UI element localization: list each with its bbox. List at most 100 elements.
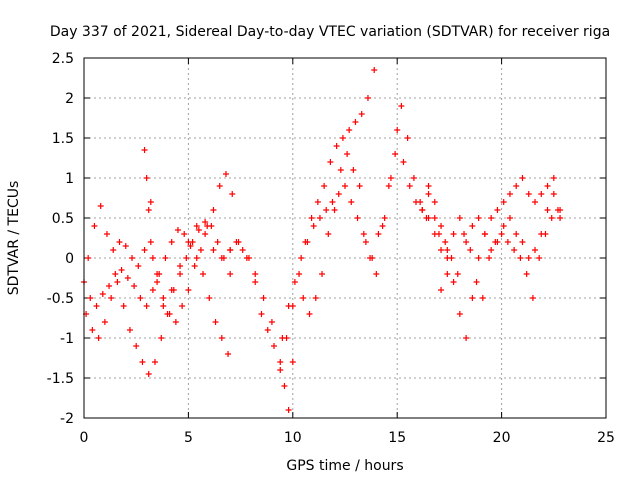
- data-point: [149, 287, 156, 293]
- data-point: [329, 199, 336, 205]
- data-point: [312, 295, 319, 301]
- data-point: [264, 327, 271, 333]
- series-track-5: [227, 67, 378, 365]
- data-point: [131, 283, 138, 289]
- data-point: [354, 215, 361, 221]
- data-point: [456, 311, 463, 317]
- data-point: [304, 239, 311, 245]
- data-point: [137, 295, 144, 301]
- data-point: [513, 231, 520, 237]
- data-point: [519, 239, 526, 245]
- data-point: [233, 239, 240, 245]
- series-track-1: [81, 227, 232, 357]
- data-point: [517, 255, 524, 261]
- data-point: [431, 215, 438, 221]
- data-point: [177, 263, 184, 269]
- data-point: [519, 175, 526, 181]
- data-point: [481, 231, 488, 237]
- data-point: [325, 231, 332, 237]
- data-point: [331, 207, 338, 213]
- data-point: [141, 247, 148, 253]
- data-point: [210, 207, 217, 213]
- data-point: [475, 255, 482, 261]
- data-point: [486, 255, 493, 261]
- data-point: [202, 219, 209, 225]
- data-point: [122, 243, 129, 249]
- data-point: [91, 223, 98, 229]
- data-point: [306, 311, 313, 317]
- y-tick-label: 2: [65, 91, 74, 107]
- data-point: [89, 327, 96, 333]
- plot-area: [81, 67, 564, 413]
- y-axis-label: SDTVAR / TECUs: [6, 181, 22, 296]
- data-point: [438, 247, 445, 253]
- data-point: [300, 295, 307, 301]
- data-point: [279, 335, 286, 341]
- data-point: [95, 335, 102, 341]
- data-point: [360, 231, 367, 237]
- data-point: [339, 135, 346, 141]
- data-point: [268, 319, 275, 325]
- data-point: [218, 255, 225, 261]
- series-track-7: [300, 127, 451, 317]
- data-point: [310, 223, 317, 229]
- data-point: [277, 367, 284, 373]
- data-point: [149, 255, 156, 261]
- data-point: [124, 275, 131, 281]
- data-point: [479, 295, 486, 301]
- series-track-10: [419, 191, 564, 293]
- data-point: [473, 279, 480, 285]
- data-point: [168, 239, 175, 245]
- data-point: [239, 247, 246, 253]
- data-point: [298, 255, 305, 261]
- data-point: [154, 271, 161, 277]
- y-tick-label: -1: [60, 331, 74, 347]
- data-point: [488, 215, 495, 221]
- data-point: [112, 271, 119, 277]
- data-point: [425, 191, 432, 197]
- data-point: [145, 371, 152, 377]
- data-point: [398, 103, 405, 109]
- data-point: [222, 171, 229, 177]
- data-point: [151, 359, 158, 365]
- data-point: [174, 227, 181, 233]
- data-point: [160, 295, 167, 301]
- grid: [84, 58, 606, 418]
- data-point: [97, 203, 104, 209]
- data-point: [202, 231, 209, 237]
- data-point: [214, 239, 221, 245]
- data-point: [404, 135, 411, 141]
- data-point: [463, 239, 470, 245]
- data-point: [442, 239, 449, 245]
- data-point: [557, 215, 564, 221]
- data-point: [356, 183, 363, 189]
- data-point: [327, 159, 334, 165]
- data-point: [308, 215, 315, 221]
- data-point: [126, 327, 133, 333]
- data-point: [291, 279, 298, 285]
- data-point: [141, 147, 148, 153]
- data-point: [494, 207, 501, 213]
- data-point: [431, 199, 438, 205]
- data-point: [193, 255, 200, 261]
- data-point: [450, 231, 457, 237]
- data-point: [554, 207, 561, 213]
- data-point: [381, 215, 388, 221]
- data-point: [187, 243, 194, 249]
- data-point: [185, 239, 192, 245]
- data-point: [281, 383, 288, 389]
- data-point: [385, 183, 392, 189]
- data-point: [87, 295, 94, 301]
- data-point: [185, 287, 192, 293]
- data-point: [103, 231, 110, 237]
- data-point: [425, 215, 432, 221]
- data-point: [177, 271, 184, 277]
- data-point: [498, 231, 505, 237]
- y-tick-label: 0: [65, 251, 74, 267]
- data-point: [550, 191, 557, 197]
- data-point: [120, 303, 127, 309]
- data-point: [544, 183, 551, 189]
- y-tick-label: 0.5: [52, 211, 74, 227]
- data-point: [371, 67, 378, 73]
- data-point: [513, 183, 520, 189]
